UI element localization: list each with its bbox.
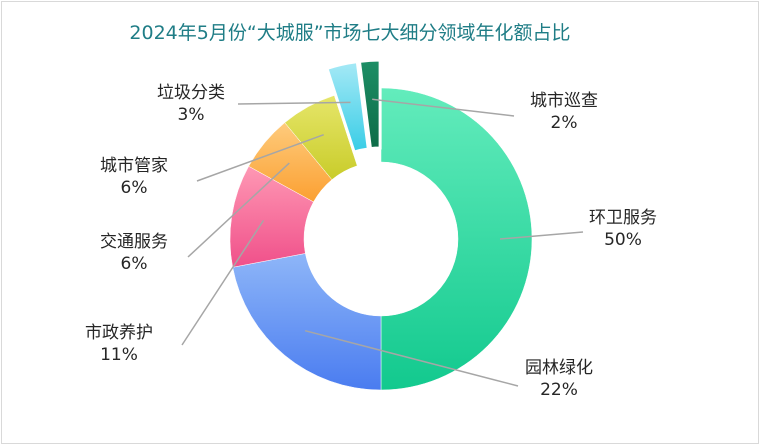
leader-line-交通服务 xyxy=(187,162,290,258)
slice-value-城市管家: 6% xyxy=(121,178,148,198)
leader-line-市政养护 xyxy=(181,219,265,346)
chart-title: 2024年5月份“大城服”市场七大细分领域年化额占比 xyxy=(129,22,571,44)
slice-label-市政养护: 市政养护 xyxy=(85,323,153,343)
slice-value-交通服务: 6% xyxy=(121,254,148,274)
leader-line-垃圾分类 xyxy=(237,101,351,105)
slice-label-园林绿化: 园林绿化 xyxy=(525,358,593,378)
slice-value-环卫服务: 50% xyxy=(604,230,642,250)
leader-line-城市管家 xyxy=(196,133,324,182)
slice-园林绿化 xyxy=(232,253,382,391)
slice-label-交通服务: 交通服务 xyxy=(100,232,168,252)
slice-城市巡查 xyxy=(357,58,382,151)
slice-环卫服务 xyxy=(380,87,533,391)
slice-垃圾分类 xyxy=(325,59,370,155)
leader-line-环卫服务 xyxy=(499,231,584,240)
slice-label-垃圾分类: 垃圾分类 xyxy=(157,83,225,103)
leader-line-园林绿化 xyxy=(304,329,519,387)
slice-value-市政养护: 11% xyxy=(100,345,138,365)
leader-line-城市巡查 xyxy=(372,98,515,117)
slice-value-垃圾分类: 3% xyxy=(178,105,205,125)
slice-label-环卫服务: 环卫服务 xyxy=(589,208,657,228)
slice-value-园林绿化: 22% xyxy=(540,380,578,400)
slice-label-城市管家: 城市管家 xyxy=(100,156,168,176)
slice-value-城市巡查: 2% xyxy=(551,113,578,133)
slice-label-城市巡查: 城市巡查 xyxy=(530,91,598,111)
